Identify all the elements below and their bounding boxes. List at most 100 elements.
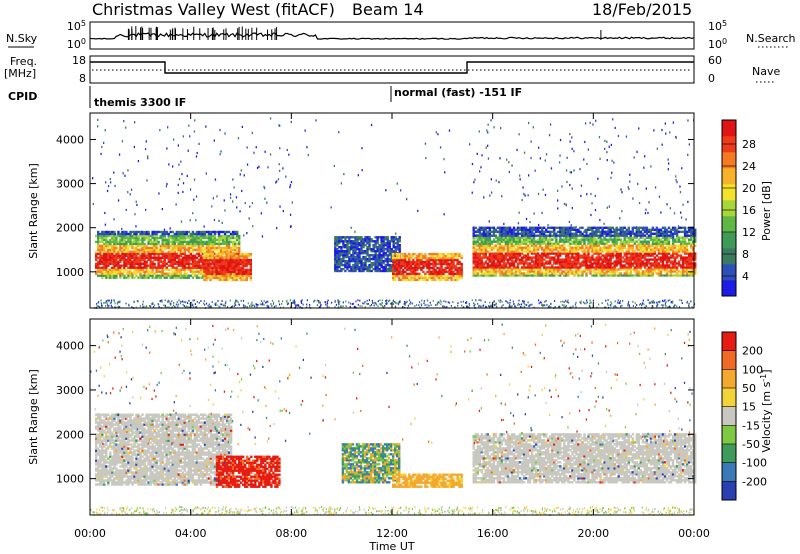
heatmap-cell: [121, 258, 124, 261]
heatmap-cell: [553, 228, 556, 231]
heatmap-cell: [637, 254, 641, 257]
heatmap-cell: [352, 242, 355, 245]
heatmap-cell: [249, 272, 253, 276]
heatmap-cell: [537, 256, 540, 259]
heatmap-cell: [456, 268, 459, 272]
heatmap-cell: [498, 242, 502, 245]
heatmap-cell: [518, 262, 522, 265]
heatmap-cell: [579, 234, 582, 237]
heatmap-cell: [129, 264, 132, 267]
heatmap-cell: [151, 270, 154, 273]
heatmap-cell: [537, 266, 540, 269]
heatmap-cell: [179, 242, 183, 246]
heatmap-cell: [555, 266, 558, 269]
heatmap-cell: [215, 262, 218, 266]
heatmap-cell: [551, 256, 554, 259]
heatmap-cell: [422, 278, 425, 282]
heatmap-cell: [633, 242, 637, 245]
heatmap-cell: [243, 262, 246, 266]
heatmap-cell: [135, 266, 138, 269]
heatmap-cell: [247, 252, 250, 256]
heatmap-cell: [635, 240, 639, 243]
heatmap-cell: [607, 268, 610, 271]
heatmap-cell: [502, 226, 506, 229]
heatmap-cell: [494, 228, 498, 231]
heatmap-cell: [639, 248, 643, 251]
heatmap-cell: [165, 230, 168, 234]
nave-tick-top: 60: [708, 54, 722, 67]
heatmap-cell: [500, 236, 504, 239]
heatmap-cell: [406, 260, 409, 264]
heatmap-cell: [454, 272, 457, 276]
heatmap-cell: [234, 250, 237, 253]
heatmap-cell: [358, 257, 361, 261]
heatmap-cell: [563, 244, 566, 247]
heatmap-cell: [633, 258, 637, 261]
heatmap-cell: [641, 256, 645, 259]
heatmap-cell: [476, 248, 480, 251]
heatmap-cell: [388, 267, 391, 271]
heatmap-cell: [119, 266, 122, 269]
heatmap-cell: [221, 260, 224, 264]
heatmap-cell: [559, 252, 562, 255]
heatmap-cell: [595, 230, 598, 233]
heatmap-cell: [356, 248, 359, 251]
heatmap-cell: [334, 242, 337, 245]
heatmap-cell: [368, 244, 371, 247]
heatmap-cell: [605, 232, 608, 235]
heatmap-cell: [201, 272, 205, 275]
heatmap-cell: [631, 268, 635, 271]
heatmap-cell: [563, 250, 566, 253]
heatmap-cell: [607, 240, 610, 243]
heatmap-cell: [231, 266, 234, 270]
heatmap-cell: [135, 268, 138, 271]
heatmap-cell: [553, 246, 556, 249]
heatmap-cell: [587, 266, 590, 269]
heatmap-cell: [161, 266, 164, 269]
heatmap-cell: [545, 260, 548, 263]
heatmap-cell: [195, 274, 199, 277]
heatmap-cell: [402, 272, 405, 276]
heatmap-cell: [243, 264, 246, 268]
heatmap-cell: [133, 248, 136, 252]
heatmap-cell: [121, 272, 124, 275]
heatmap-cell: [532, 262, 536, 265]
heatmap-cell: [354, 252, 357, 255]
heatmap-cell: [555, 234, 558, 237]
heatmap-cell: [129, 274, 132, 277]
heatmap-cell: [384, 267, 387, 271]
heatmap-cell: [486, 234, 490, 237]
heatmap-cell: [625, 248, 628, 251]
heatmap-cell: [181, 232, 185, 236]
heatmap-cell: [418, 254, 421, 258]
heatmap-cell: [603, 258, 606, 261]
heatmap-cell: [579, 270, 582, 273]
heatmap-cell: [163, 244, 166, 248]
heatmap-cell: [207, 252, 210, 256]
heatmap-cell: [635, 258, 639, 261]
heatmap-cell: [655, 254, 659, 257]
heatmap-cell: [561, 244, 564, 247]
heatmap-cell: [583, 248, 586, 251]
heatmap-cell: [221, 258, 224, 262]
heatmap-cell: [340, 254, 343, 257]
heatmap-cell: [131, 260, 134, 263]
heatmap-cell: [605, 270, 608, 273]
heatmap-cell: [528, 246, 532, 249]
heatmap-cell: [131, 256, 134, 259]
heatmap-cell: [109, 254, 112, 257]
heatmap-cell: [530, 230, 534, 233]
heatmap-cell: [637, 252, 641, 255]
heatmap-cell: [177, 244, 181, 248]
heatmap-cell: [474, 272, 477, 275]
heatmap-cell: [109, 230, 112, 234]
heatmap-cell: [382, 242, 385, 245]
heatmap-cell: [151, 268, 154, 271]
heatmap-cell: [336, 238, 339, 241]
heatmap-cell: [354, 265, 357, 269]
heatmap-cell: [450, 258, 453, 262]
heatmap-cell: [151, 264, 154, 267]
heatmap-cell: [193, 242, 197, 246]
heatmap-cell: [171, 262, 174, 265]
heatmap-cell: [508, 270, 512, 273]
